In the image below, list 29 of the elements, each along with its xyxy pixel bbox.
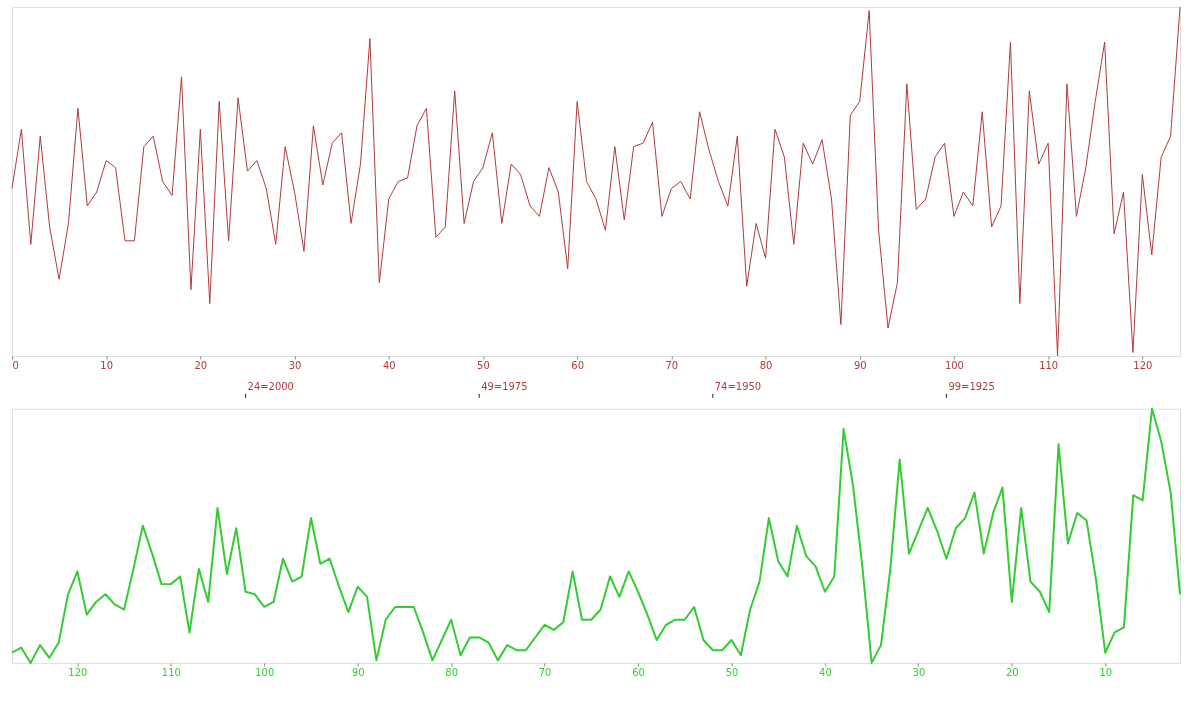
x-tick-label: 40	[819, 667, 832, 679]
x-tick-label: 120	[68, 667, 88, 679]
x-tick-label: 30	[912, 667, 926, 679]
x-tick-label: 0	[12, 360, 19, 372]
x-tick-label: 110	[1039, 360, 1059, 372]
text: 99=1925	[948, 380, 995, 392]
x-tick-label: 100	[944, 360, 964, 372]
text: 49=1975	[481, 380, 528, 392]
x-tick-label: 10	[100, 360, 113, 372]
x-tick-label: 20	[1005, 667, 1019, 679]
x-tick-label: 90	[853, 360, 867, 372]
text: 24=2000	[247, 380, 294, 392]
x-tick-label: 50	[725, 667, 739, 679]
x-tick-label: 40	[382, 360, 396, 372]
x-tick-label: 100	[255, 667, 275, 679]
x-tick-label: 30	[288, 360, 302, 372]
x-tick-label: 20	[194, 360, 208, 372]
x-tick-label: 110	[161, 667, 181, 679]
x-tick-label: 120	[1133, 360, 1153, 372]
x-tick-label: 60	[632, 667, 645, 679]
x-tick-label: 90	[351, 667, 365, 679]
x-tick-label: 80	[759, 360, 773, 372]
x-tick-label: 50	[477, 360, 490, 372]
x-tick-label: 10	[1099, 667, 1113, 679]
x-tick-label: 80	[445, 667, 458, 679]
text: 74=1950	[714, 380, 762, 392]
x-tick-label: 70	[665, 360, 679, 372]
x-tick-label: 60	[571, 360, 584, 372]
x-tick-label: 70	[538, 667, 552, 679]
